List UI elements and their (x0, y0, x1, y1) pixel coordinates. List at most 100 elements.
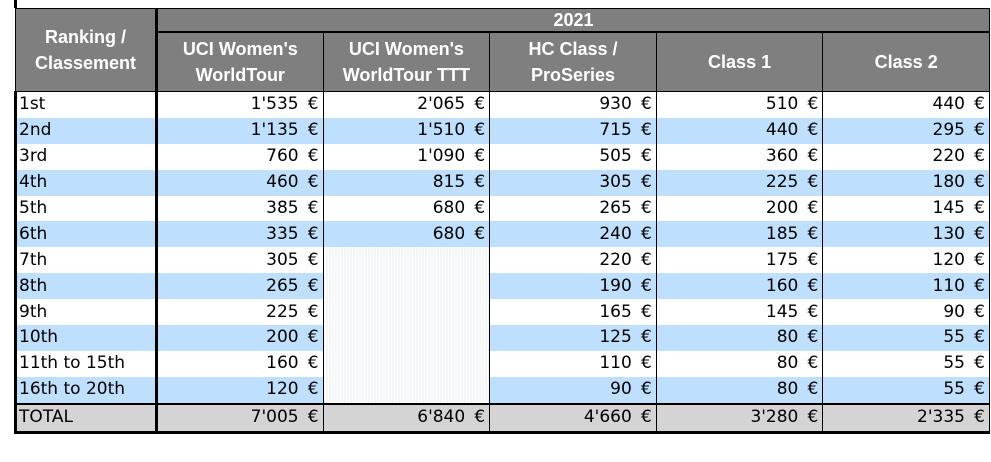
table-row: 11th to 15th 160 €110 €80 €55 € (14, 350, 990, 377)
amount-value: 175 (765, 249, 799, 270)
column-header-row: UCI Women's WorldTour UCI Women's WorldTo… (16, 31, 990, 92)
amount-cell: 240 € (489, 221, 657, 248)
amount-cell: 440 € (655, 117, 823, 144)
amount-value: 55 (943, 327, 965, 348)
currency-symbol: € (640, 353, 652, 374)
amount-value: 295 (932, 120, 965, 141)
prize-table-container: Ranking / Classement 2021 UCI Women's Wo… (14, 8, 990, 434)
amount-cell: 360 € (655, 143, 823, 170)
amount-cell: 2'065 € (322, 91, 490, 118)
amount-cell (322, 273, 490, 300)
rank-cell: 1st (14, 91, 158, 118)
prize-money-table: Ranking / Classement 2021 UCI Women's Wo… (14, 8, 990, 434)
amount-cell (322, 350, 490, 377)
amount-cell: 220 € (822, 143, 990, 170)
rank-cell: 4th (14, 169, 158, 196)
amount-value: 220 (932, 146, 965, 167)
amount-cell (322, 247, 490, 274)
amount-value: 180 (932, 172, 965, 193)
amount-cell: 1'535 € (156, 91, 324, 118)
currency-symbol: € (307, 94, 319, 115)
table-row: 9th 225 €165 €145 €90 € (14, 299, 990, 326)
currency-symbol: € (807, 379, 819, 400)
rank-cell: 8th (14, 273, 158, 300)
currency-symbol: € (474, 146, 486, 167)
table-row: 3rd 760 €1'090 €505 €360 €220 € (14, 143, 990, 170)
currency-symbol: € (307, 275, 319, 296)
amount-cell: 120 € (822, 247, 990, 274)
amount-cell: 265 € (489, 195, 657, 222)
currency-symbol: € (974, 172, 985, 193)
amount-value: 305 (599, 172, 632, 193)
amount-cell: 55 € (822, 325, 990, 351)
year-header: 2021 (156, 8, 990, 33)
amount-cell: 4'660 € (489, 402, 657, 434)
currency-symbol: € (307, 301, 319, 322)
amount-cell: 165 € (489, 299, 657, 326)
amount-value: 440 (765, 120, 799, 141)
amount-value: 145 (932, 198, 965, 218)
table-row: 2nd 1'135 €1'510 €715 €440 €295 € (14, 117, 990, 144)
amount-cell: 305 € (156, 247, 324, 274)
currency-symbol: € (474, 120, 486, 141)
rank-cell: TOTAL (14, 402, 158, 434)
currency-symbol: € (807, 249, 819, 270)
amount-cell: 460 € (156, 169, 324, 196)
amount-cell: 90 € (822, 299, 990, 326)
amount-value: 120 (932, 249, 965, 270)
table-row: 5th 385 €680 €265 €200 €145 € (14, 195, 990, 222)
amount-value: 120 (266, 379, 299, 400)
table-body: 1st 1'535 €2'065 €930 €510 €440 €2nd 1'135 €1'51… (14, 91, 990, 434)
currency-symbol: € (807, 146, 819, 167)
rank-cell: 7th (14, 247, 158, 274)
amount-value: 930 (599, 94, 632, 115)
amount-value: 265 (266, 275, 299, 296)
currency-symbol: € (307, 407, 319, 428)
amount-cell: 510 € (655, 91, 823, 118)
currency-symbol: € (807, 94, 819, 115)
amount-cell: 80 € (655, 325, 823, 351)
currency-symbol: € (974, 146, 985, 167)
currency-symbol: € (807, 353, 819, 374)
currency-symbol: € (474, 407, 486, 428)
amount-value: 200 (765, 198, 799, 218)
amount-value: 760 (266, 146, 299, 167)
currency-symbol: € (974, 275, 985, 296)
amount-value: 680 (432, 198, 466, 218)
rank-cell: 3rd (14, 143, 158, 170)
currency-symbol: € (974, 407, 985, 428)
currency-symbol: € (640, 275, 652, 296)
amount-value: 2'065 (417, 94, 466, 115)
amount-cell: 160 € (655, 273, 823, 300)
currency-symbol: € (307, 327, 319, 348)
table-row: 6th 335 €680 €240 €185 €130 € (14, 221, 990, 248)
column-header-2: HC Class / ProSeries (489, 31, 657, 92)
amount-cell: 125 € (489, 325, 657, 351)
amount-value: 55 (943, 379, 965, 400)
currency-symbol: € (640, 146, 652, 167)
amount-value: 130 (932, 223, 965, 244)
column-header-1: UCI Women's WorldTour TTT (322, 31, 491, 92)
amount-value: 1'135 (250, 120, 299, 141)
total-row: TOTAL 7'005 €6'840 €4'660 €3'280 €2'335 € (14, 402, 990, 434)
currency-symbol: € (974, 120, 985, 141)
currency-symbol: € (640, 379, 652, 400)
amount-cell: 3'280 € (655, 402, 823, 434)
rank-cell: 16th to 20th (14, 376, 158, 404)
amount-cell: 2'335 € (822, 402, 990, 434)
rank-cell: 2nd (14, 117, 158, 144)
amount-value: 510 (765, 94, 799, 115)
currency-symbol: € (307, 223, 319, 244)
amount-cell: 200 € (156, 325, 324, 351)
currency-symbol: € (640, 327, 652, 348)
amount-value: 680 (432, 223, 466, 244)
currency-symbol: € (307, 353, 319, 374)
amount-value: 110 (932, 275, 965, 296)
amount-value: 240 (599, 223, 632, 244)
amount-value: 7'005 (250, 407, 299, 428)
rank-cell: 9th (14, 299, 158, 326)
currency-symbol: € (807, 198, 819, 218)
amount-cell: 815 € (322, 169, 490, 196)
currency-symbol: € (640, 249, 652, 270)
amount-value: 55 (943, 353, 965, 374)
